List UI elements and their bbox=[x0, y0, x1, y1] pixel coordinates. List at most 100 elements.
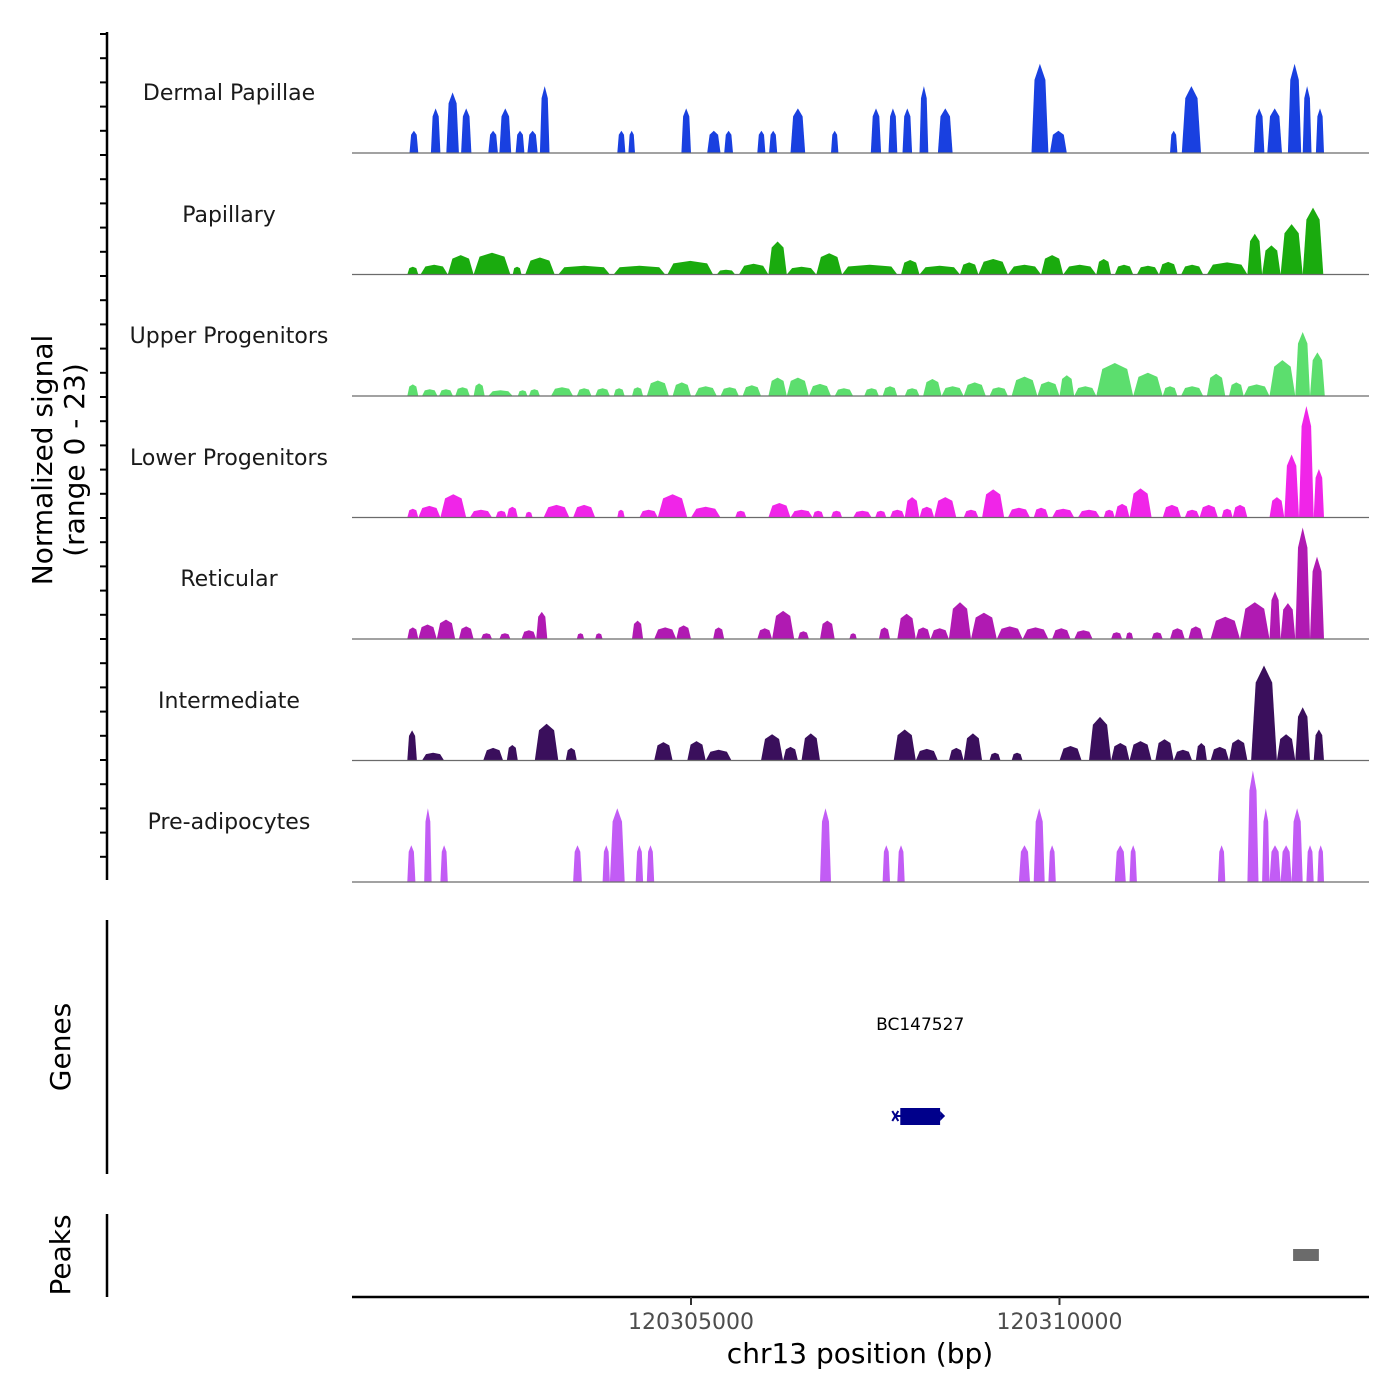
signal-peak bbox=[521, 630, 537, 639]
signal-peak bbox=[1155, 739, 1174, 761]
track-upper-progenitors bbox=[352, 332, 1369, 397]
signal-peak bbox=[849, 633, 857, 639]
signal-peak bbox=[469, 509, 492, 518]
signal-peak bbox=[1276, 734, 1296, 761]
signal-peak bbox=[539, 86, 550, 153]
signal-peak bbox=[1269, 845, 1281, 882]
signal-peak bbox=[609, 808, 625, 882]
signal-peak bbox=[1037, 381, 1060, 396]
signal-peak bbox=[1049, 130, 1067, 153]
signal-peak bbox=[1247, 770, 1259, 882]
signal-peak bbox=[1217, 845, 1226, 882]
signal-peak bbox=[1295, 707, 1310, 761]
signal-peak bbox=[757, 130, 766, 153]
signal-peak bbox=[761, 734, 784, 761]
track-pre-adipocytes bbox=[352, 770, 1369, 883]
signal-peak bbox=[499, 108, 512, 153]
signal-peak bbox=[1254, 108, 1265, 153]
signal-peak bbox=[1011, 376, 1038, 396]
signal-peak bbox=[1103, 509, 1115, 518]
signal-peak bbox=[1317, 845, 1324, 882]
signal-peak bbox=[1007, 264, 1042, 275]
signal-peak bbox=[506, 745, 518, 761]
signal-peak bbox=[735, 510, 747, 518]
y-axis-range: (range 0 - 23) bbox=[58, 363, 91, 557]
signal-peak bbox=[525, 511, 533, 518]
signal-peak bbox=[676, 625, 691, 639]
signal-peak bbox=[982, 489, 1005, 518]
track-lower-progenitors bbox=[352, 406, 1369, 519]
signal-peak bbox=[446, 92, 459, 153]
signal-peak bbox=[978, 259, 1008, 275]
signal-peak bbox=[1206, 373, 1226, 396]
signal-peak bbox=[1136, 265, 1159, 275]
signal-peak bbox=[816, 253, 843, 275]
signal-peak bbox=[536, 611, 548, 639]
gene-model-bc147527 bbox=[891, 1108, 946, 1125]
signal-peak bbox=[1184, 509, 1200, 518]
signal-peak bbox=[483, 747, 504, 761]
signal-peak bbox=[1011, 752, 1023, 761]
signal-peak bbox=[436, 619, 456, 639]
signal-peak bbox=[1077, 509, 1100, 518]
signal-peak bbox=[1151, 632, 1163, 639]
signal-peak bbox=[1302, 86, 1312, 153]
track-label-pre-adipocytes: Pre-adipocytes bbox=[148, 810, 311, 835]
signal-peak bbox=[1199, 504, 1218, 518]
signal-peak bbox=[901, 260, 920, 275]
genes-panel-title: Genes bbox=[44, 1003, 77, 1091]
track-label-dermal-papillae: Dermal Papillae bbox=[143, 81, 315, 106]
signal-peak bbox=[1251, 665, 1277, 761]
signal-peak bbox=[786, 266, 817, 275]
signal-peak bbox=[963, 382, 986, 396]
x-axis-title: chr13 position (bp) bbox=[727, 1337, 993, 1370]
signal-peak bbox=[639, 509, 658, 518]
x-tick-label: 120305000 bbox=[628, 1310, 754, 1335]
signal-peak bbox=[407, 384, 419, 396]
signal-peak bbox=[1129, 488, 1152, 518]
signal-peak bbox=[409, 130, 419, 153]
signal-peak bbox=[783, 746, 798, 761]
signal-peak bbox=[1295, 527, 1310, 639]
signal-peak bbox=[407, 730, 417, 761]
signal-peak bbox=[613, 388, 625, 396]
gene-strand-arrow bbox=[940, 1111, 946, 1121]
signal-peak bbox=[558, 265, 610, 275]
track-intermediate bbox=[352, 665, 1369, 762]
signal-peak bbox=[1048, 845, 1056, 882]
signal-peak bbox=[694, 386, 717, 396]
signal-peak bbox=[1018, 845, 1030, 882]
signal-peak bbox=[1291, 808, 1303, 882]
peak-regions bbox=[1293, 1249, 1319, 1261]
signal-peak bbox=[628, 130, 635, 153]
signal-peak bbox=[797, 631, 809, 639]
signal-peak bbox=[1162, 386, 1178, 396]
signal-peak bbox=[888, 108, 898, 153]
x-tick-label: 120310000 bbox=[997, 1310, 1123, 1335]
signal-peak bbox=[1114, 503, 1130, 518]
signal-peak bbox=[565, 747, 577, 761]
signal-peak bbox=[1173, 749, 1193, 761]
signal-peak bbox=[705, 749, 732, 761]
signal-peak bbox=[1280, 224, 1303, 275]
signal-peak bbox=[488, 130, 498, 153]
signal-peak bbox=[447, 255, 474, 275]
signal-peak bbox=[1229, 382, 1244, 396]
signal-peak bbox=[989, 752, 1001, 761]
track-reticular bbox=[352, 527, 1369, 640]
signal-peak bbox=[1195, 743, 1207, 761]
signal-peak bbox=[812, 510, 824, 518]
signal-peak bbox=[1007, 507, 1030, 518]
signal-peak bbox=[407, 508, 419, 518]
signal-peak bbox=[1306, 845, 1314, 882]
signal-peak bbox=[1229, 739, 1248, 761]
signal-peak bbox=[915, 627, 931, 639]
signal-peak bbox=[1280, 603, 1296, 639]
signal-peak bbox=[720, 387, 739, 396]
gene-exon bbox=[900, 1108, 941, 1125]
signal-peak bbox=[1269, 360, 1296, 396]
signal-peak bbox=[831, 510, 843, 518]
signal-peak bbox=[1302, 207, 1324, 275]
signal-peak bbox=[790, 108, 806, 153]
